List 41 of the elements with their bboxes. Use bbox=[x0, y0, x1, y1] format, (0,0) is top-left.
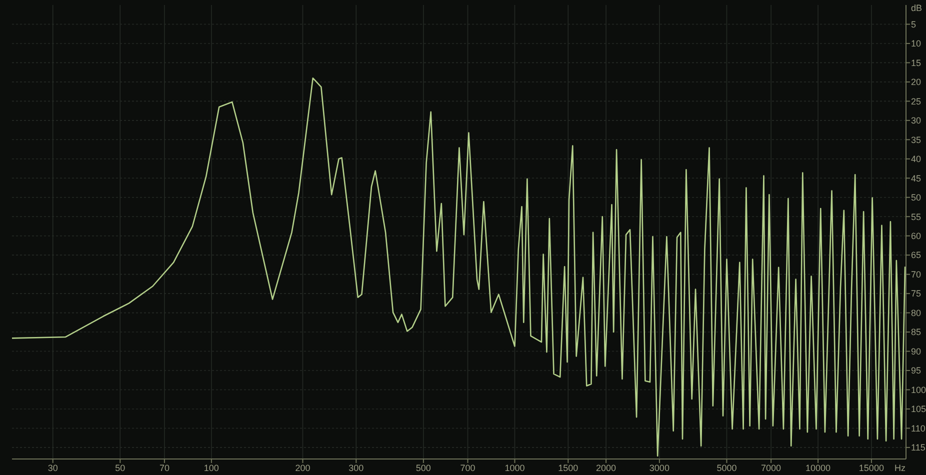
x-tick-label: 700 bbox=[460, 463, 476, 473]
x-tick-label: 2000 bbox=[596, 463, 616, 473]
x-tick-label: 30 bbox=[48, 463, 58, 473]
x-tick-label: 1000 bbox=[504, 463, 525, 473]
x-tick-label: 50 bbox=[115, 463, 126, 473]
x-tick-label: 3000 bbox=[649, 463, 670, 473]
x-tick-label: 500 bbox=[416, 463, 431, 473]
y-tick-label: 115 bbox=[911, 442, 926, 453]
x-tick-label: 10000 bbox=[806, 463, 831, 473]
y-tick-label: 90 bbox=[911, 346, 922, 356]
x-tick-label: 1500 bbox=[558, 463, 578, 473]
y-axis-title: dB bbox=[911, 3, 922, 14]
y-tick-label: 20 bbox=[911, 77, 922, 88]
y-tick-label: 50 bbox=[911, 192, 922, 203]
x-tick-label: 7000 bbox=[761, 463, 782, 473]
y-tick-label: 75 bbox=[911, 288, 922, 299]
y-tick-label: 5 bbox=[911, 19, 916, 30]
y-tick-label: 35 bbox=[911, 134, 922, 145]
y-tick-label: 15 bbox=[911, 58, 922, 68]
y-tick-label: 105 bbox=[911, 404, 926, 414]
y-tick-label: 65 bbox=[911, 250, 922, 260]
y-tick-label: 110 bbox=[911, 423, 926, 434]
y-tick-label: 40 bbox=[911, 154, 922, 164]
y-tick-label: 80 bbox=[911, 308, 922, 318]
x-tick-label: 70 bbox=[159, 463, 170, 473]
y-tick-label: 85 bbox=[911, 327, 922, 338]
x-tick-label: 100 bbox=[204, 463, 219, 473]
x-tick-label: 300 bbox=[348, 463, 364, 473]
y-tick-label: 30 bbox=[911, 116, 922, 126]
y-tick-label: 45 bbox=[911, 173, 922, 184]
y-tick-label: 55 bbox=[911, 212, 922, 222]
y-tick-label: 60 bbox=[911, 230, 922, 241]
x-tick-label: 15000 bbox=[858, 463, 884, 473]
y-tick-label: 70 bbox=[911, 269, 922, 280]
x-axis-title: Hz bbox=[894, 463, 906, 473]
y-tick-label: 25 bbox=[911, 96, 922, 106]
y-tick-label: 10 bbox=[911, 38, 922, 49]
x-tick-label: 5000 bbox=[716, 463, 737, 473]
y-tick-label: 100 bbox=[911, 384, 926, 395]
x-tick-label: 200 bbox=[295, 463, 310, 473]
y-tick-label: 95 bbox=[911, 366, 922, 376]
